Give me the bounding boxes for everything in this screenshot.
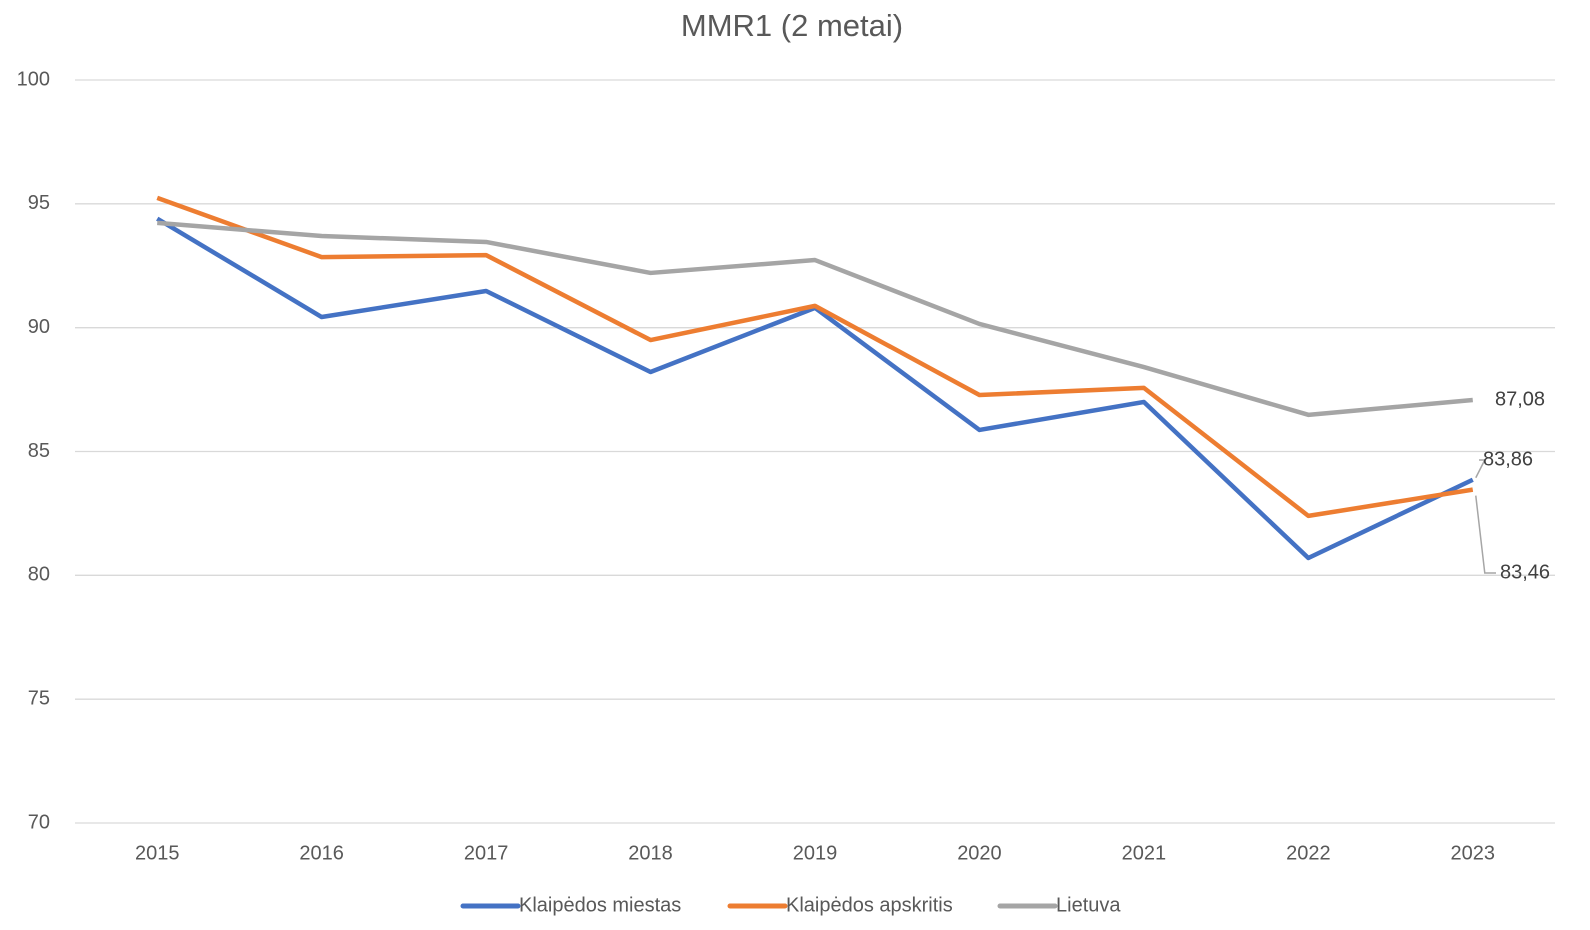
x-tick-label: 2018 [628, 842, 673, 864]
y-tick-label: 80 [28, 564, 50, 586]
x-tick-label: 2022 [1286, 842, 1331, 864]
y-tick-label: 100 [17, 68, 50, 90]
leader-line [1475, 459, 1486, 479]
chart-title: MMR1 (2 metai) [681, 8, 903, 43]
leader-line [1475, 495, 1496, 574]
x-tick-label: 2023 [1451, 842, 1496, 864]
y-tick-label: 90 [28, 316, 50, 338]
data-label: 83,46 [1500, 561, 1550, 583]
series-line [156, 195, 1474, 519]
series-line [157, 220, 1473, 418]
series-line [156, 216, 1474, 561]
x-tick-label: 2017 [464, 842, 509, 864]
legend-label: Klaipėdos apskritis [786, 894, 953, 916]
y-tick-label: 75 [28, 687, 50, 709]
x-tick-label: 2015 [135, 842, 180, 864]
legend-label: Lietuva [1056, 894, 1121, 916]
x-tick-label: 2021 [1122, 842, 1167, 864]
data-label: 87,08 [1495, 388, 1545, 410]
legend-label: Klaipėdos miestas [519, 894, 681, 916]
y-tick-label: 85 [28, 440, 50, 462]
x-tick-label: 2020 [957, 842, 1002, 864]
y-tick-label: 70 [28, 811, 50, 833]
data-label: 83,86 [1483, 448, 1533, 470]
x-tick-label: 2016 [299, 842, 344, 864]
x-tick-label: 2019 [793, 842, 838, 864]
y-tick-label: 95 [28, 192, 50, 214]
